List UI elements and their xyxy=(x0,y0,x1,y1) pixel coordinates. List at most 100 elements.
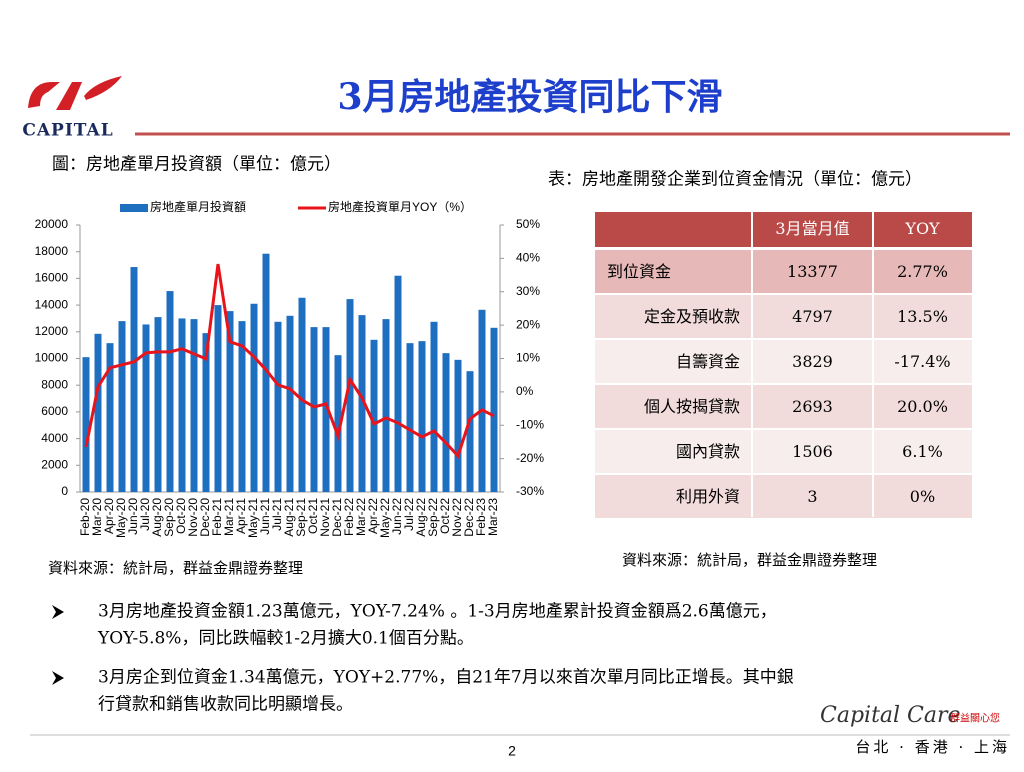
table-cell: 4797 xyxy=(792,307,833,326)
line xyxy=(84,263,495,459)
bar xyxy=(382,319,390,492)
x-tick-label: Apr-21 xyxy=(234,498,248,534)
x-tick-label: May-20 xyxy=(114,498,128,538)
x-tick-label: Dec-22 xyxy=(462,498,476,537)
slogan: 群益關心您 xyxy=(950,712,1000,725)
bar xyxy=(286,315,294,492)
bar xyxy=(82,357,90,492)
bar xyxy=(130,267,138,492)
x-tick-label: Feb-23 xyxy=(474,498,488,536)
table-cell: 2693 xyxy=(792,397,833,416)
bar xyxy=(94,333,102,492)
y-tick-label: 10000 xyxy=(35,351,69,365)
logo-text: CAPITAL xyxy=(22,121,113,141)
bar xyxy=(334,355,342,492)
x-tick-label: Oct-21 xyxy=(306,498,320,534)
table-row xyxy=(595,250,972,293)
y2-tick-label: -20% xyxy=(516,451,544,465)
y-tick-label: 8000 xyxy=(41,377,68,391)
x-tick-label: Aug-22 xyxy=(414,498,428,537)
table-cell: -17.4% xyxy=(894,352,950,371)
table-cell: 0% xyxy=(910,487,935,506)
y2-tick-label: 0% xyxy=(516,384,534,398)
x-tick-label: Jun-20 xyxy=(126,498,140,535)
page-number: 2 xyxy=(508,743,516,759)
table-row xyxy=(595,295,972,338)
table-row xyxy=(595,430,972,473)
table-cell: 個人按揭貸款 xyxy=(644,397,740,416)
x-tick-label: Mar-21 xyxy=(222,498,236,536)
table-cell: 13.5% xyxy=(897,307,948,326)
x-tick-label: Jun-21 xyxy=(258,498,272,535)
table-cell: 利用外資 xyxy=(676,487,740,506)
y-tick-label: 4000 xyxy=(41,431,68,445)
y-tick-label: 6000 xyxy=(41,404,68,418)
y2-tick-label: -30% xyxy=(516,484,544,498)
bar xyxy=(490,327,498,492)
table-cell: 13377 xyxy=(787,262,838,281)
title: 3月房地產投資同比下滑 xyxy=(337,76,722,118)
bar xyxy=(394,275,402,492)
cities: 台北 · 香港 · 上海 xyxy=(855,738,1010,756)
bullet-arrow xyxy=(52,605,64,619)
column-header: 3月當月值 xyxy=(775,219,849,238)
y-tick-label: 0 xyxy=(61,484,68,498)
x-tick-label: Oct-20 xyxy=(174,498,188,534)
bar xyxy=(166,291,174,492)
chart-caption: 圖：房地產單月投資額（單位：億元） xyxy=(52,155,341,175)
bar xyxy=(478,309,486,492)
x-tick-label: Jul-21 xyxy=(270,498,284,531)
bar xyxy=(118,321,126,492)
x-tick-label: Mar-23 xyxy=(486,498,500,536)
table-cell: 定金及預收款 xyxy=(644,307,740,326)
table-row xyxy=(595,340,972,383)
table-row xyxy=(595,475,972,518)
x-tick-label: Dec-20 xyxy=(198,498,212,537)
bar xyxy=(214,305,222,492)
bullet-text: 3月房企到位資金1.34萬億元，YOY+2.77%，自21年7月以來首次單月同比… xyxy=(98,668,794,688)
x-tick-label: Jul-20 xyxy=(138,498,152,531)
bar xyxy=(418,341,426,492)
y-tick-label: 12000 xyxy=(35,324,69,338)
table-cell: 20.0% xyxy=(897,397,948,416)
x-tick-label: Mar-20 xyxy=(90,498,104,536)
x-tick-label: May-21 xyxy=(246,498,260,538)
bullet-text: 行貸款和銷售收款同比明顯增長。 xyxy=(98,695,353,715)
table-cell: 自籌資金 xyxy=(676,352,740,371)
table-source: 資料來源：統計局，群益金鼎證券整理 xyxy=(622,551,877,569)
x-tick-label: Apr-20 xyxy=(102,498,116,534)
bar xyxy=(466,371,474,492)
x-tick-label: Sep-20 xyxy=(162,498,176,537)
bar xyxy=(178,318,186,492)
x-tick-label: Jun-22 xyxy=(390,498,404,535)
y2-tick-label: -10% xyxy=(516,417,544,431)
bar xyxy=(250,303,258,492)
column-header: YOY xyxy=(904,219,940,238)
y2-tick-label: 40% xyxy=(516,251,540,265)
y-tick-label: 2000 xyxy=(41,457,68,471)
bar xyxy=(142,324,150,492)
bar xyxy=(154,317,162,492)
bullet-text: YOY-5.8%，同比跌幅較1-2月擴大0.1個百分點。 xyxy=(97,629,474,649)
x-tick-label: Aug-20 xyxy=(150,498,164,537)
y2-tick-label: 50% xyxy=(516,217,540,231)
y2-tick-label: 10% xyxy=(516,351,540,365)
table-row xyxy=(595,385,972,428)
x-tick-label: Sep-21 xyxy=(294,498,308,537)
bar xyxy=(358,315,366,492)
x-tick-label: Feb-20 xyxy=(78,498,92,536)
table-cell: 3 xyxy=(807,487,817,506)
x-tick-label: Mar-22 xyxy=(354,498,368,536)
legend-label: 房地產投資單月YOY（%） xyxy=(328,199,472,214)
bar xyxy=(298,297,306,492)
x-tick-label: Feb-21 xyxy=(210,498,224,536)
y-tick-label: 20000 xyxy=(35,217,69,231)
bullet-arrow xyxy=(52,671,64,685)
bar xyxy=(454,359,462,492)
bar xyxy=(430,321,438,492)
table-cell: 6.1% xyxy=(902,442,943,461)
chart-source: 資料來源：統計局，群益金鼎證券整理 xyxy=(48,559,303,577)
bar xyxy=(274,321,282,492)
x-tick-label: Aug-21 xyxy=(282,498,296,537)
